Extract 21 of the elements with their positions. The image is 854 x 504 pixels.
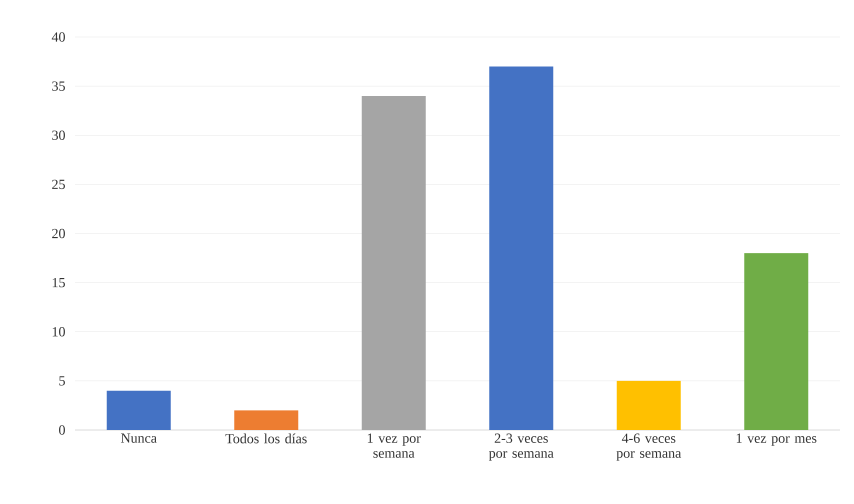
x-tick-label: 1 vez por semana xyxy=(368,434,421,458)
bar xyxy=(744,253,808,430)
x-tick-label: Todos los días xyxy=(226,434,307,444)
bar xyxy=(106,390,171,430)
y-tick-label: 25 xyxy=(52,180,65,190)
bar xyxy=(616,380,681,430)
x-tick-label: Nunca xyxy=(120,434,157,443)
y-tick-label: 35 xyxy=(52,81,65,91)
y-tick-label: 10 xyxy=(52,327,65,336)
x-tick-label: 1 vez por mes xyxy=(736,434,816,446)
y-tick-label: 20 xyxy=(52,228,65,238)
y-tick-label: 15 xyxy=(52,278,65,288)
bar xyxy=(362,96,426,430)
x-tick-label: 4-6 veces por semana xyxy=(616,434,682,461)
y-tick-label: 0 xyxy=(59,425,65,435)
y-tick-label: 30 xyxy=(52,130,65,140)
x-tick-label: 2-3 veces por semana xyxy=(488,434,554,461)
bar xyxy=(489,66,554,430)
bar xyxy=(234,410,298,430)
y-tick-label: 40 xyxy=(52,32,65,42)
y-tick-label: 5 xyxy=(59,376,65,386)
